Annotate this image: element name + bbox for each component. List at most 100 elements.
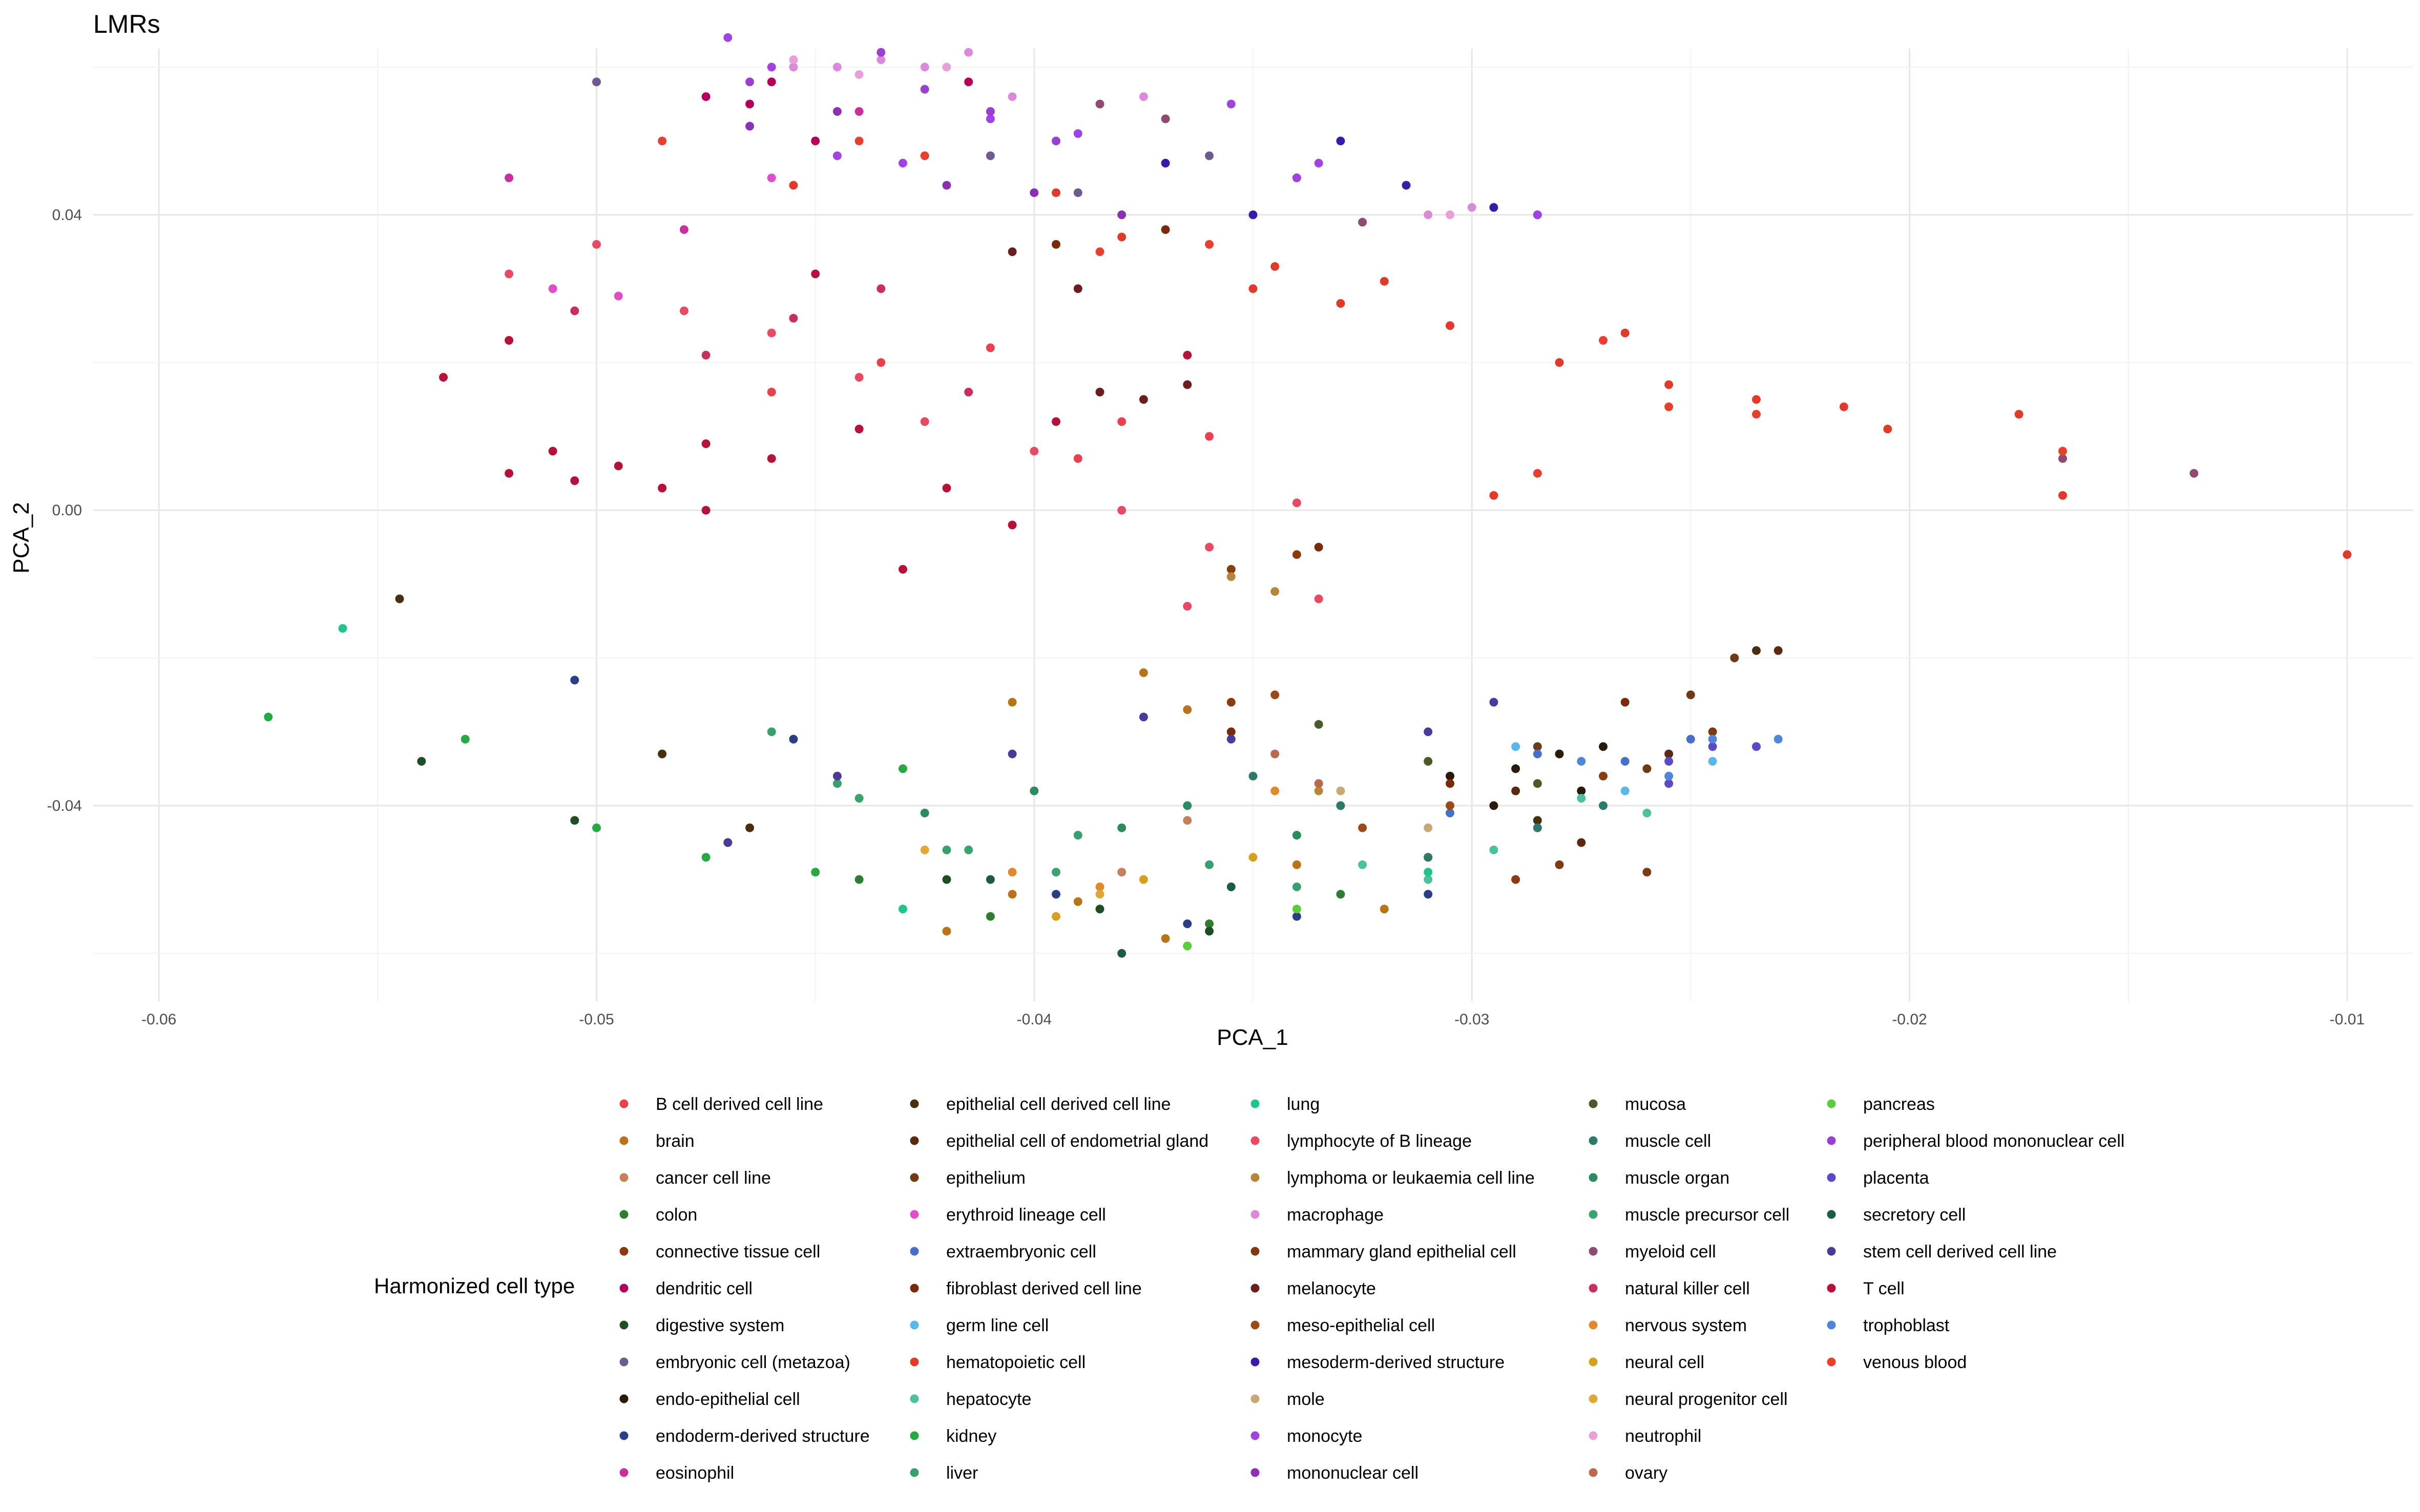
point-fibroblast-derived-cell-line bbox=[1226, 727, 1236, 737]
legend-item-lymphoma-or-leukaemia-cell-line: lymphoma or leukaemia cell line bbox=[1250, 1168, 1535, 1188]
legend-key-t-cell bbox=[1827, 1284, 1836, 1293]
point-meso-epithelial-cell bbox=[1446, 801, 1454, 810]
point-nervous-system bbox=[1270, 786, 1280, 795]
legend-item-muscle-cell: muscle cell bbox=[1589, 1131, 1711, 1151]
legend-item-venous-blood: venous blood bbox=[1827, 1353, 1967, 1372]
point-brain bbox=[1161, 934, 1170, 943]
legend-item-mammary-gland-epithelial-cell: mammary gland epithelial cell bbox=[1250, 1242, 1516, 1262]
legend-label: mole bbox=[1287, 1390, 1325, 1409]
point-connective-tissue-cell bbox=[1226, 698, 1236, 707]
legend-label: liver bbox=[946, 1463, 978, 1483]
point-pancreas bbox=[1183, 941, 1192, 951]
legend-key-hematopoietic-cell bbox=[910, 1357, 919, 1367]
point-colon bbox=[854, 875, 864, 884]
point-monocyte bbox=[1226, 99, 1236, 109]
point-peripheral-blood-mononuclear-cell bbox=[1052, 136, 1060, 145]
point-venous-blood bbox=[1533, 469, 1542, 478]
legend-key-cancer-cell-line bbox=[619, 1173, 629, 1182]
point-muscle-organ bbox=[1117, 823, 1126, 832]
point-connective-tissue-cell bbox=[1511, 875, 1520, 884]
legend-item-germ-line-cell: germ line cell bbox=[910, 1316, 1049, 1335]
point-eosinophil bbox=[679, 225, 689, 234]
point-mesoderm-derived-structure bbox=[1336, 136, 1345, 145]
point-hematopoietic-cell bbox=[2058, 491, 2067, 500]
point-natural-killer-cell bbox=[964, 388, 973, 396]
point-epithelial-cell-derived-cell-line bbox=[745, 823, 754, 832]
point-endo-epithelial-cell bbox=[1489, 801, 1498, 810]
point-hematopoietic-cell bbox=[1555, 358, 1564, 367]
point-germ-line-cell bbox=[1620, 786, 1630, 795]
point-mucosa bbox=[1314, 720, 1323, 729]
data-points bbox=[264, 33, 2352, 958]
point-lung bbox=[338, 624, 347, 633]
legend-label: natural killer cell bbox=[1625, 1279, 1750, 1298]
point-kidney bbox=[461, 734, 470, 744]
point-epithelium bbox=[1730, 654, 1739, 662]
point-melanocyte bbox=[1183, 380, 1192, 389]
legend-key-epithelium bbox=[910, 1173, 919, 1182]
point-cancer-cell-line bbox=[1183, 816, 1192, 825]
legend-item-natural-killer-cell: natural killer cell bbox=[1589, 1279, 1750, 1298]
point-neural-cell bbox=[1139, 875, 1148, 884]
point-t-cell bbox=[942, 484, 951, 493]
point-hepatocyte bbox=[1642, 808, 1652, 817]
legend-item-endoderm-derived-structure: endoderm-derived structure bbox=[619, 1426, 870, 1446]
legend-key-mucosa bbox=[1589, 1099, 1598, 1108]
point-natural-killer-cell bbox=[570, 306, 579, 316]
point-ovary bbox=[1314, 779, 1323, 788]
point-endoderm-derived-structure bbox=[570, 676, 579, 685]
point-venous-blood bbox=[658, 136, 667, 145]
legend-key-lymphocyte-of-b-lineage bbox=[1250, 1136, 1260, 1145]
point-hematopoietic-cell bbox=[1270, 262, 1280, 271]
legend-key-b-cell-derived-cell-line bbox=[619, 1099, 629, 1108]
point-brain bbox=[942, 927, 951, 936]
point-hematopoietic-cell bbox=[2343, 550, 2352, 559]
point-venous-blood bbox=[1664, 402, 1674, 411]
point-lymphocyte-of-b-lineage bbox=[1205, 542, 1214, 552]
point-monocyte bbox=[723, 33, 733, 42]
point-hematopoietic-cell bbox=[1117, 233, 1126, 242]
point-fibroblast-derived-cell-line bbox=[1620, 698, 1630, 707]
point-lymphocyte-of-b-lineage bbox=[1314, 594, 1323, 603]
legend-item-pancreas: pancreas bbox=[1827, 1095, 1935, 1114]
point-venous-blood bbox=[920, 151, 929, 160]
legend-item-connective-tissue-cell: connective tissue cell bbox=[619, 1242, 820, 1262]
point-brain bbox=[1183, 705, 1192, 714]
legend-key-eosinophil bbox=[619, 1468, 629, 1477]
point-neutrophil bbox=[854, 70, 864, 79]
point-ovary bbox=[1270, 749, 1280, 759]
legend-item-secretory-cell: secretory cell bbox=[1827, 1205, 1966, 1225]
legend-item-mononuclear-cell: mononuclear cell bbox=[1250, 1463, 1418, 1483]
point-digestive-system bbox=[942, 875, 951, 884]
point-endoderm-derived-structure bbox=[1292, 912, 1301, 921]
point-placenta bbox=[1708, 742, 1717, 751]
point-t-cell bbox=[614, 461, 623, 471]
legend-key-secretory-cell bbox=[1827, 1210, 1836, 1219]
legend: B cell derived cell line brain cancer cell… bbox=[619, 1095, 2124, 1483]
legend-key-endoderm-derived-structure bbox=[619, 1431, 629, 1440]
legend-key-muscle-organ bbox=[1589, 1173, 1598, 1182]
point-hepatocyte bbox=[1577, 794, 1586, 803]
point-embryonic-cell-metazoa bbox=[1205, 151, 1214, 160]
point-pancreas bbox=[1292, 905, 1301, 914]
point-macrophage bbox=[1008, 92, 1017, 101]
legend-item-erythroid-lineage-cell: erythroid lineage cell bbox=[910, 1205, 1106, 1225]
legend-item-digestive-system: digestive system bbox=[619, 1316, 784, 1335]
point-placenta bbox=[1664, 779, 1674, 788]
point-muscle-cell bbox=[1599, 801, 1608, 810]
point-epithelial-cell-of-endometrial-gland bbox=[1774, 646, 1783, 655]
legend-item-mesoderm-derived-structure: mesoderm-derived structure bbox=[1250, 1353, 1505, 1372]
legend-label: hepatocyte bbox=[946, 1390, 1031, 1409]
legend-label: neutrophil bbox=[1625, 1426, 1701, 1446]
point-lymphocyte-of-b-lineage bbox=[854, 373, 864, 382]
legend-label: monocyte bbox=[1287, 1426, 1362, 1446]
point-germ-line-cell bbox=[1511, 742, 1520, 751]
point-extraembryonic-cell bbox=[1686, 734, 1695, 744]
point-brain bbox=[1139, 668, 1148, 677]
point-stem-cell-derived-cell-line bbox=[1424, 727, 1433, 737]
point-epithelium bbox=[1686, 690, 1695, 700]
point-t-cell bbox=[439, 373, 448, 382]
legend-label: ovary bbox=[1625, 1463, 1667, 1483]
legend-item-lung: lung bbox=[1250, 1095, 1320, 1114]
